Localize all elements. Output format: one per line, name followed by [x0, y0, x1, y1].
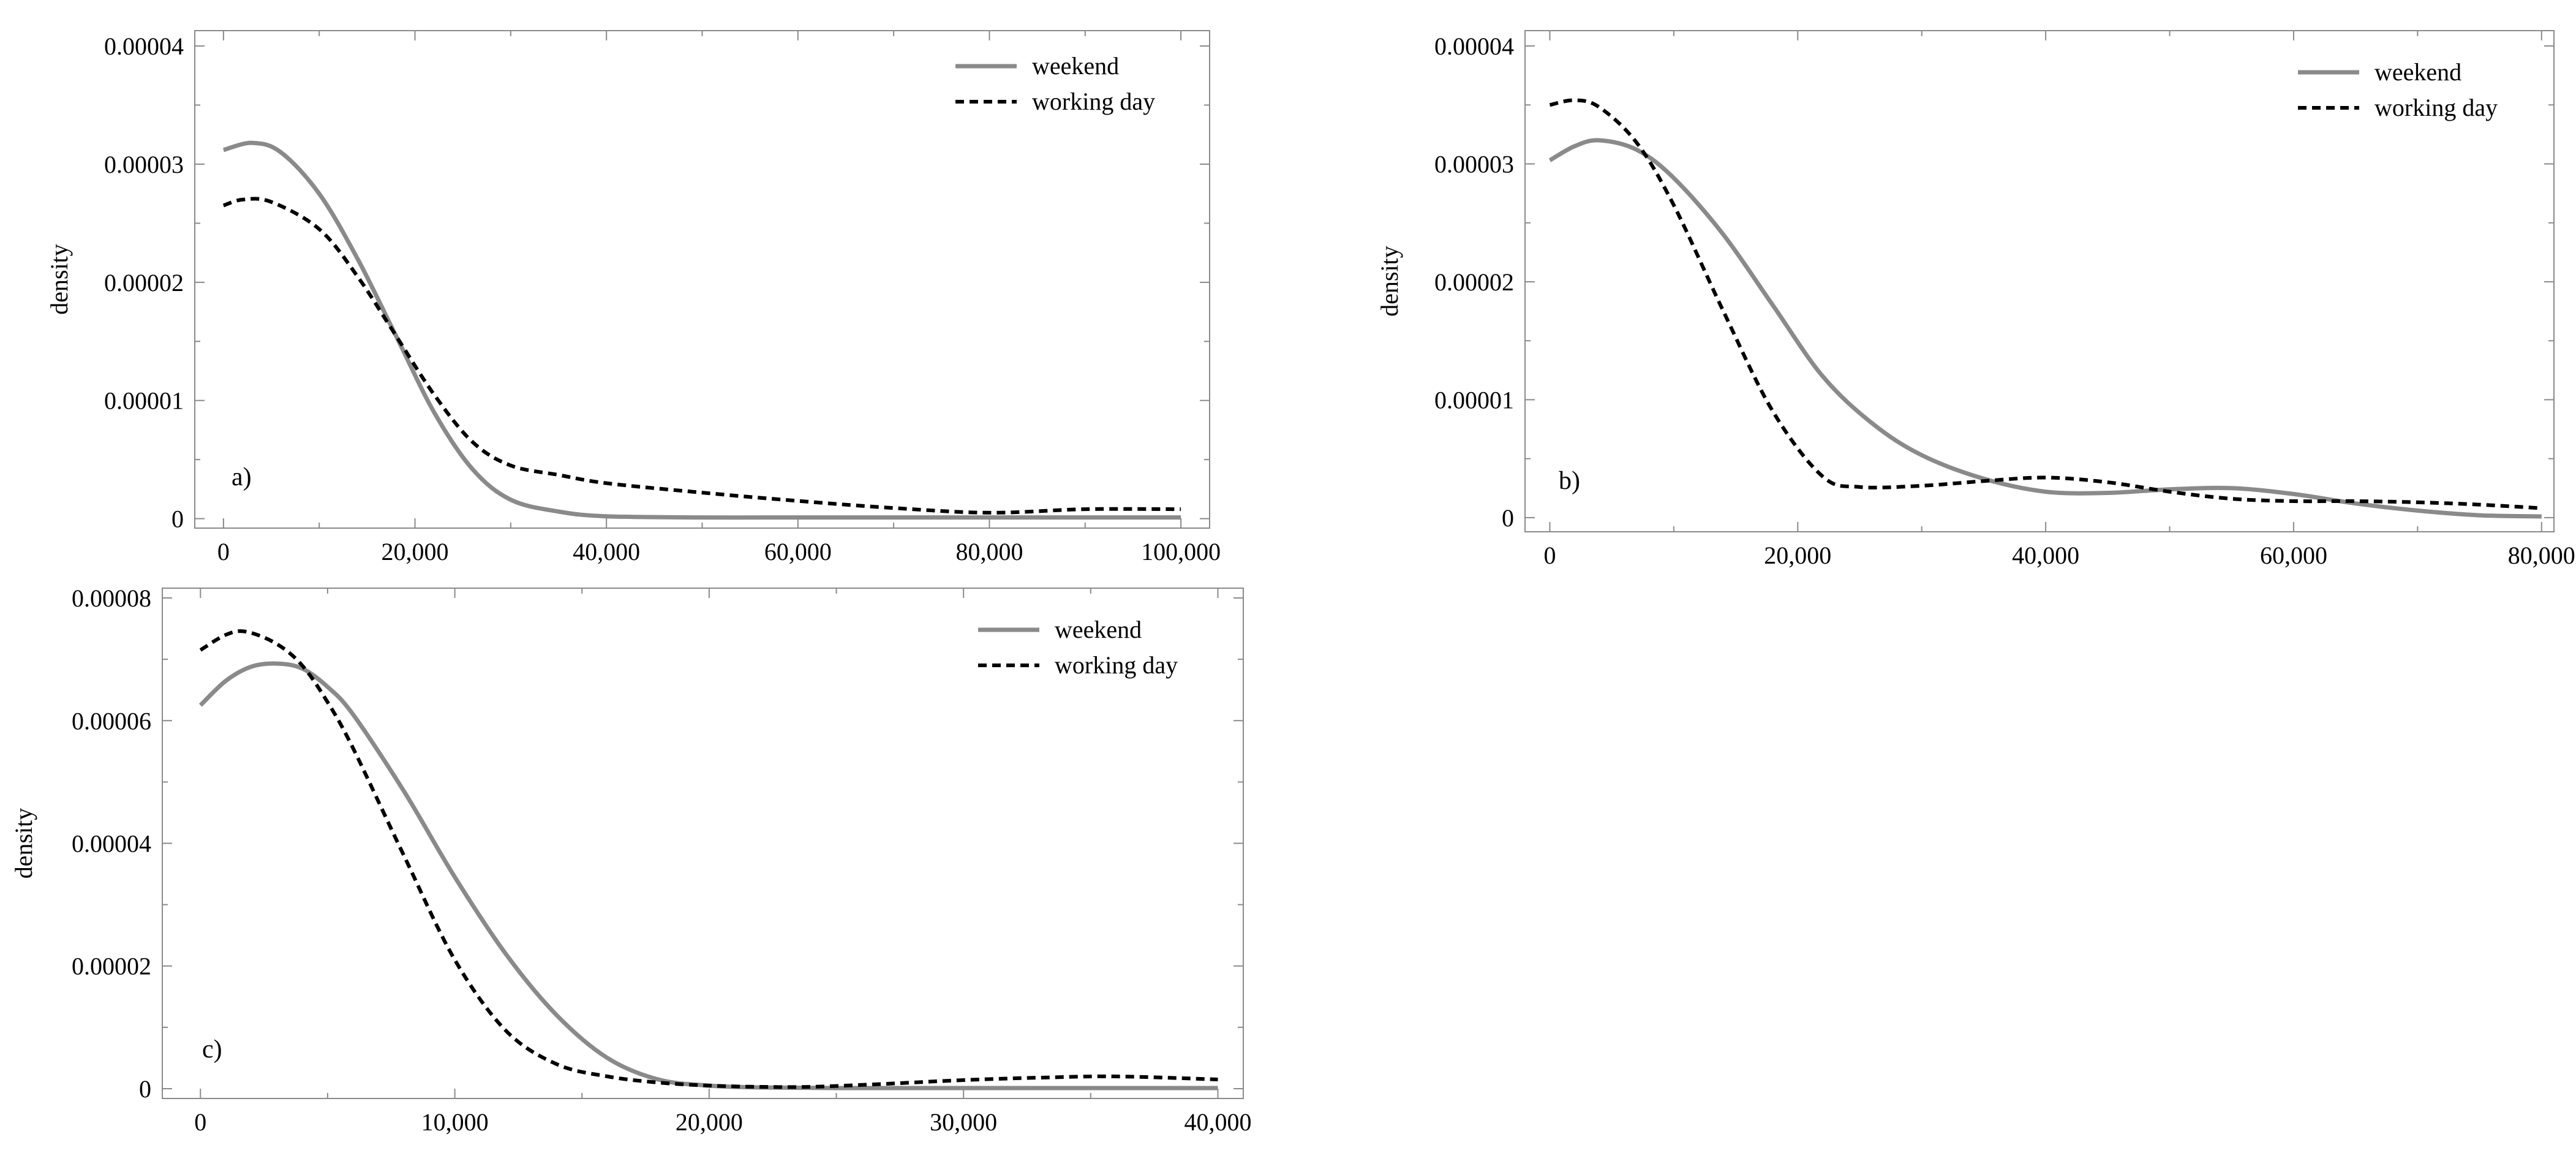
y-tick-label: 0: [1502, 504, 1514, 532]
series-line-working-day: [1549, 98, 2542, 510]
series-line-weekend: [222, 140, 1181, 520]
panel-label: c): [202, 1035, 222, 1064]
y-tick-label: 0.00008: [72, 584, 151, 612]
y-tick-label: 0.00002: [104, 269, 184, 297]
x-tick-label: 100,000: [1141, 538, 1221, 565]
legend-label: weekend: [1032, 52, 1119, 80]
y-tick-label: 0.00002: [1434, 268, 1514, 296]
y-axis-label: density: [45, 244, 73, 315]
x-tick-label: 80,000: [2508, 542, 2575, 569]
x-tick-label: 40,000: [1184, 1108, 1251, 1136]
chart-panel-b: 0 20,000 40,000 60,000 80,000 0 0.00001 0.00002…: [1376, 30, 2575, 569]
x-tick-label: 10,000: [421, 1108, 489, 1136]
x-tick-label: 20,000: [1764, 542, 1831, 569]
x-tick-label: 60,000: [764, 538, 832, 565]
x-tick-label: 0: [1543, 542, 1556, 569]
y-tick-label: 0.00004: [1434, 32, 1514, 60]
panel-label: b): [1559, 467, 1580, 495]
y-tick-label: 0.00001: [104, 387, 184, 415]
legend-label: working day: [2375, 94, 2498, 121]
x-tick-label: 40,000: [2012, 542, 2079, 569]
legend-label: working day: [1055, 651, 1178, 679]
legend-label: working day: [1032, 88, 1155, 115]
y-tick-label: 0.00006: [72, 707, 151, 735]
y-tick-label: 0: [171, 505, 184, 533]
panel-label: a): [232, 463, 252, 491]
series-line-weekend: [1548, 138, 2542, 519]
y-tick-label: 0.00002: [72, 953, 151, 980]
legend-label: weekend: [1055, 616, 1142, 643]
series-line-weekend: [198, 661, 1218, 1091]
x-tick-label: 40,000: [573, 538, 640, 565]
chart-panel-a: 0 20,000 40,000 60,000 80,000 100,000 0 0.00001…: [45, 30, 1221, 565]
series-line-working-day: [222, 197, 1181, 515]
y-tick-label: 0.00004: [72, 830, 151, 858]
y-tick-label: 0.00001: [1434, 386, 1514, 414]
chart-panel-c: 0 10,000 20,000 30,000 40,000 0 0.00002 0.00004…: [10, 584, 1251, 1136]
x-tick-label: 0: [194, 1108, 206, 1136]
y-axis-label: density: [1376, 246, 1403, 317]
x-tick-label: 20,000: [676, 1108, 743, 1136]
x-tick-label: 60,000: [2260, 542, 2327, 569]
x-tick-label: 30,000: [930, 1108, 997, 1136]
y-axis-label: density: [10, 808, 37, 879]
legend-label: weekend: [2375, 58, 2461, 86]
x-tick-label: 20,000: [382, 538, 449, 565]
series-line-working-day: [199, 629, 1218, 1089]
y-tick-label: 0.00003: [104, 151, 184, 178]
y-tick-label: 0.00003: [1434, 150, 1514, 178]
x-tick-label: 0: [217, 538, 230, 565]
y-tick-label: 0: [139, 1075, 151, 1103]
y-tick-label: 0.00004: [104, 32, 184, 60]
x-tick-label: 80,000: [955, 538, 1023, 565]
